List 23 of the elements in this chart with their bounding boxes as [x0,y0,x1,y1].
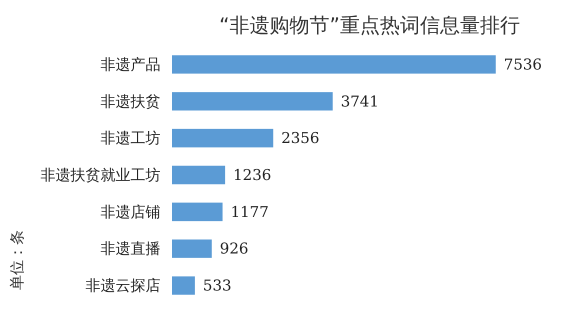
data-label: 533 [202,276,232,295]
bar [172,128,274,148]
data-label: 1177 [230,202,269,221]
chart-title: “非遗购物节”重点热词信息量排行 [219,13,520,37]
y-tick-label: 非遗产品 [100,55,160,74]
bar [172,166,226,184]
data-label: 3741 [340,92,379,110]
y-tick-label: 非遗扶贫就业工坊 [40,166,160,184]
bar [172,240,212,258]
bar [172,276,195,295]
data-label: 926 [220,240,248,258]
data-label: 2356 [281,129,320,148]
bar [172,202,223,222]
y-tick-label: 非遗扶贫 [100,92,160,110]
bar [172,55,496,74]
unit-note: 单位：条 [8,230,27,290]
y-tick-label: 非遗直播 [100,240,160,258]
data-label: 1236 [233,166,272,184]
data-label: 7536 [504,55,542,74]
y-tick-label: 非遗店铺 [100,202,160,221]
y-tick-label: 非遗工坊 [100,129,160,148]
bar [172,92,333,110]
y-tick-label: 非遗云探店 [86,276,160,295]
